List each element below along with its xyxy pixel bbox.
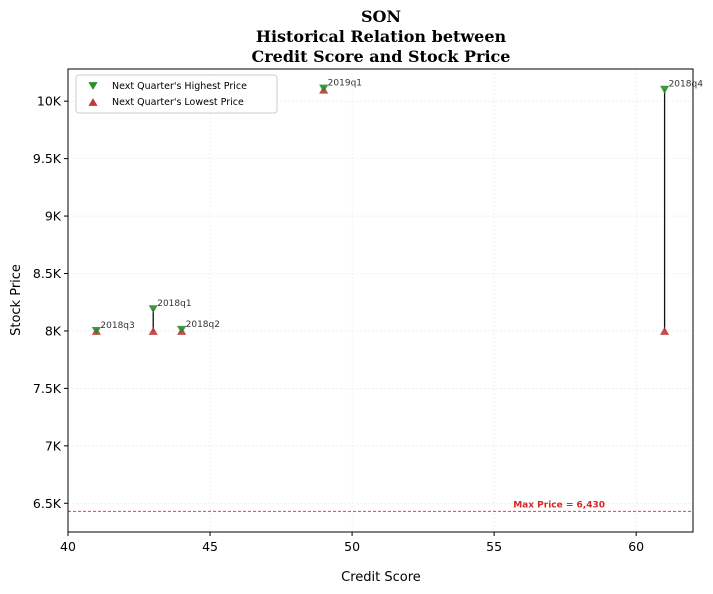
point-label: 2018q3 bbox=[100, 321, 134, 331]
point-label: 2018q2 bbox=[186, 320, 220, 330]
high-price-marker bbox=[91, 327, 102, 335]
low-price-marker bbox=[148, 327, 158, 335]
data-layer: 2018q3 2018q1 2018q2 2019q1 2018q4 bbox=[91, 79, 704, 335]
y-tick-label: 7K bbox=[45, 438, 62, 453]
y-tick-label: 7.5K bbox=[33, 381, 62, 396]
chart-title-line-3: Credit Score and Stock Price bbox=[252, 47, 511, 66]
x-tick-label: 40 bbox=[60, 539, 76, 554]
chart-title-line-2: Historical Relation between bbox=[256, 27, 507, 46]
axis-ticks: 40 45 50 55 60 6.5K 7K 7.5K 8K 8.5K 9K 9.5K 10K bbox=[33, 94, 644, 554]
legend-label-low: Next Quarter's Lowest Price bbox=[112, 97, 244, 108]
high-price-marker bbox=[319, 84, 329, 93]
high-price-marker bbox=[148, 305, 158, 314]
low-price-marker bbox=[659, 327, 670, 335]
y-tick-label: 8.5K bbox=[33, 266, 62, 281]
legend-box bbox=[75, 74, 278, 114]
x-tick-label: 50 bbox=[344, 539, 360, 554]
point-label: 2019q1 bbox=[328, 79, 362, 89]
legend-marker-low bbox=[88, 98, 98, 106]
y-tick-label: 10K bbox=[37, 94, 62, 109]
point-label: 2018q1 bbox=[157, 299, 191, 309]
y-tick-label: 9K bbox=[45, 209, 62, 224]
x-tick-label: 55 bbox=[486, 539, 502, 554]
reference-line-group: Max Price = 6,430 bbox=[68, 500, 693, 512]
x-tick-label: 60 bbox=[628, 539, 644, 554]
legend-marker-high bbox=[88, 82, 98, 90]
y-tick-label: 6.5K bbox=[33, 496, 62, 511]
high-price-marker bbox=[177, 325, 187, 334]
x-tick-label: 45 bbox=[202, 539, 218, 554]
legend-label-high: Next Quarter's Highest Price bbox=[112, 81, 247, 92]
chart-title-line-1: SON bbox=[361, 7, 401, 26]
max-price-label: Max Price = 6,430 bbox=[513, 500, 605, 510]
legend: Next Quarter's Highest Price Next Quarte… bbox=[75, 74, 278, 114]
plot-frame bbox=[67, 68, 694, 533]
y-tick-label: 9.5K bbox=[33, 151, 62, 166]
high-price-marker bbox=[659, 85, 670, 94]
x-axis-label: Credit Score bbox=[341, 570, 421, 585]
point-label: 2018q4 bbox=[669, 80, 704, 90]
y-axis-label: Stock Price bbox=[9, 264, 24, 336]
y-tick-label: 8K bbox=[45, 323, 62, 338]
